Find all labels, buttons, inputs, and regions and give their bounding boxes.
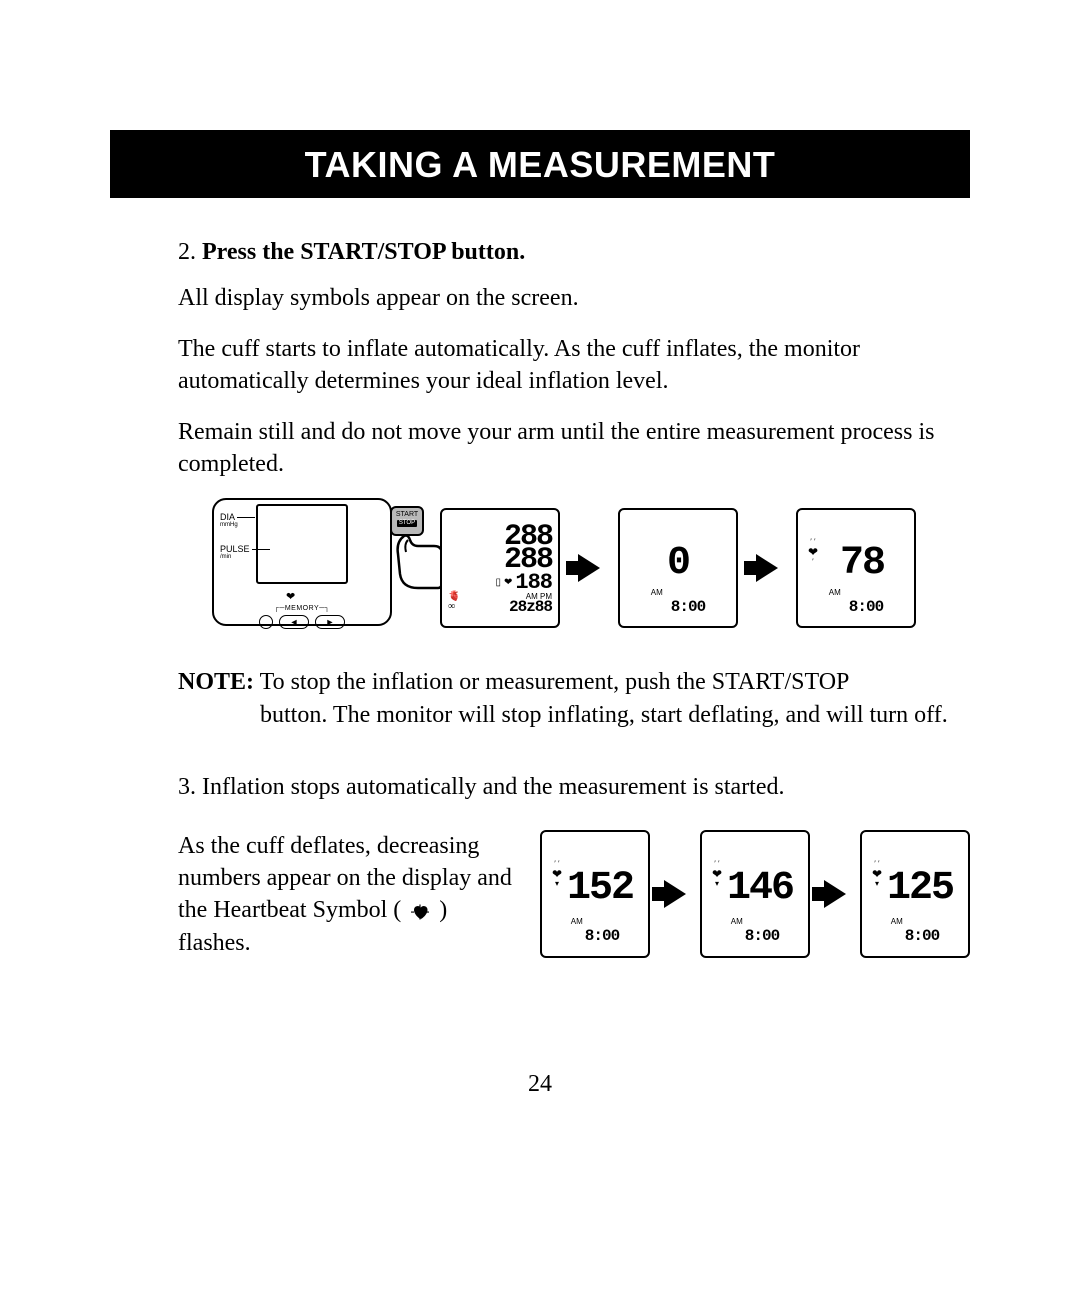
lcd-78-time: 8:00 [849,598,883,616]
lcd-0-time: 8:00 [671,598,705,616]
heart-pulse-icon: ′ ′❤▾ [552,860,562,888]
stop-label: STOP [397,520,417,527]
lcd-panel-125: ′ ′❤▾ 125 AM8:00 [860,830,970,958]
arrow-icon [824,880,846,908]
start-label: START [392,511,422,519]
step3-para-a: As the cuff deflates, decreasing numbers… [178,833,512,924]
start-stop-button: START STOP [390,506,424,536]
lcd-146-time: 8:00 [745,927,779,945]
note-label: NOTE: [178,669,254,695]
lcd-panel-146: ′ ′❤▾ 146 AM8:00 [700,830,810,958]
arrow-icon [664,880,686,908]
lcd-152-time: 8:00 [585,927,619,945]
heart-icon: ❤ [504,578,512,588]
heart-pulse-icon: ′ ′❤▾ [872,860,882,888]
step3-para: As the cuff deflates, decreasing numbers… [178,830,522,960]
device-memory: ┌─MEMORY─┐ ◄ ► [242,604,362,632]
device-labels: DIAmmHg PULSE/min [220,510,270,562]
section-title: TAKING A MEASUREMENT [110,130,970,198]
lcd-152-am: AM [571,917,583,926]
lcd-125-time: 8:00 [905,927,939,945]
step3-number: 3. [178,774,196,800]
step3-text: Inflation stops automatically and the me… [202,774,785,800]
step2-p1: All display symbols appear on the screen… [178,282,970,314]
step2-p2: The cuff starts to inflate automatically… [178,333,970,398]
infinity-icon: ∞ [448,602,455,612]
step2-p3: Remain still and do not move your arm un… [178,416,970,481]
device-illustration: DIAmmHg PULSE/min START STOP ❤ ┌─MEMORY─… [212,498,422,638]
lcd-0-am: AM [651,588,663,597]
device-screen [256,504,348,584]
battery-icon: ▯ [495,578,501,588]
arrow-icon [578,554,600,582]
page-number: 24 [0,1071,1080,1098]
step3-line: 3. Inflation stops automatically and the… [178,771,970,803]
dia-unit: mmHg [220,521,270,531]
memory-right-button: ► [315,615,345,629]
memory-left-button: ◄ [279,615,309,629]
finger-icon [394,534,442,590]
lcd-125-value: 125 [887,871,953,907]
lcd-78-am: AM [829,588,841,597]
heartbeat-symbol-icon [407,901,433,923]
lcd-panel-152: ′ ′❤▾ 152 AM8:00 [540,830,650,958]
figure-row-2: As the cuff deflates, decreasing numbers… [178,830,970,960]
lcd-146-value: 146 [727,871,793,907]
lcd-146-am: AM [731,917,743,926]
arrow-icon [756,554,778,582]
step2-heading: 2. Press the START/STOP button. [178,236,970,268]
step2-number: 2. [178,239,196,265]
figure-row-1: DIAmmHg PULSE/min START STOP ❤ ┌─MEMORY─… [158,498,970,638]
device-heart-icon: ❤ [286,590,295,605]
lcd-panel-full: 288 288 ▯ ❤ 188 🫀 AM PM ∞ 28z88 [440,508,560,628]
lcd-panel-0: 0 AM 8:00 [618,508,738,628]
full-line3: 188 [515,573,552,593]
lcd-panel-78: ′ ′❤′ 78 AM 8:00 [796,508,916,628]
heart-pulse-icon: ′ ′❤′ [808,538,818,566]
note-line1: To stop the inflation or measurement, pu… [254,669,849,695]
heart-pulse-icon: ′ ′❤▾ [712,860,722,888]
lcd-0-value: 0 [667,546,689,582]
memory-label: MEMORY [285,605,319,612]
step2-bold: Press the START/STOP button. [202,239,525,265]
full-time: 28z88 [509,600,552,614]
lcd-125-am: AM [891,917,903,926]
lcd-152-value: 152 [567,871,633,907]
note-line2: button. The monitor will stop inflating,… [178,699,970,731]
note-block: NOTE: To stop the inflation or measureme… [178,666,970,731]
power-icon [259,615,273,629]
lcd-78-value: 78 [840,546,884,582]
